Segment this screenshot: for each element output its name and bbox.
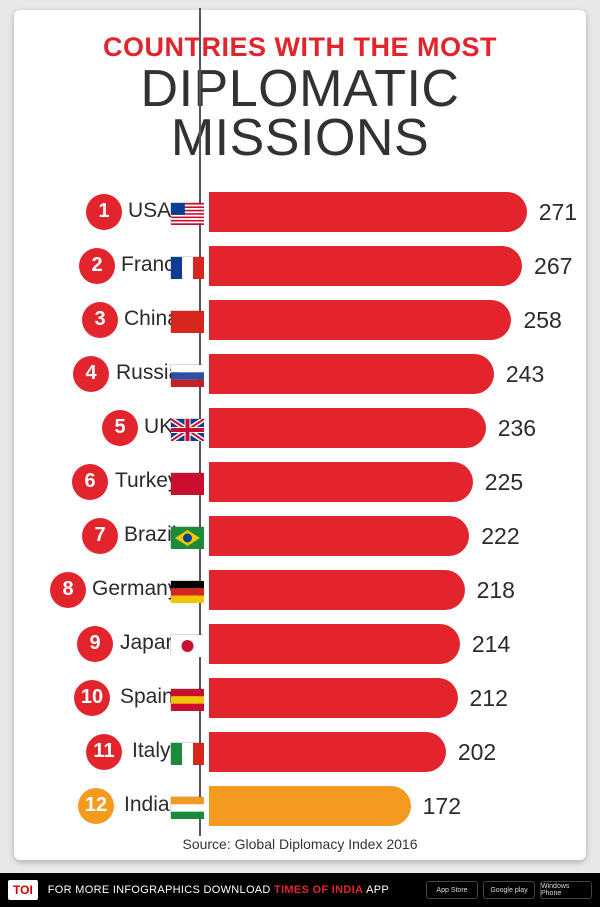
- bar-track: 267: [209, 246, 549, 286]
- title-small: COUNTRIES WITH THE MOST: [14, 32, 586, 63]
- country-label: Brazil: [124, 523, 177, 547]
- flag-icon: [170, 256, 203, 278]
- rank-circle: 4: [73, 356, 109, 392]
- bar-row: 3 China 258: [24, 296, 586, 344]
- bar-value: 218: [477, 577, 515, 604]
- bar: [209, 732, 446, 772]
- bar-value: 236: [498, 415, 536, 442]
- flag-icon: [170, 310, 203, 332]
- country-label: Spain: [120, 685, 174, 709]
- bar-value: 267: [534, 253, 572, 280]
- bar-value: 258: [523, 307, 561, 334]
- flag-icon: [170, 742, 203, 764]
- rank-circle: 8: [50, 572, 86, 608]
- store-badge: Google play: [483, 881, 535, 899]
- source-text: Source: Global Diplomacy Index 2016: [14, 836, 586, 852]
- rank-circle: 6: [72, 464, 108, 500]
- country-label: Germany: [92, 577, 178, 601]
- bar-track: 222: [209, 516, 549, 556]
- bar-row: 11 Italy 202: [24, 728, 586, 776]
- store-badge: Windows Phone: [540, 881, 592, 899]
- bar: [209, 408, 486, 448]
- bar-value: 271: [539, 199, 577, 226]
- bar: [209, 192, 527, 232]
- bar-track: 202: [209, 732, 549, 772]
- bar-row: 2 France 267: [24, 242, 586, 290]
- bar: [209, 462, 473, 502]
- bar-row: 10 Spain 212: [24, 674, 586, 722]
- footer-post: APP: [366, 884, 389, 896]
- country-label: Italy: [132, 739, 171, 763]
- bar-track: 214: [209, 624, 549, 664]
- rank-circle: 7: [82, 518, 118, 554]
- footer-bar: TOI FOR MORE INFOGRAPHICS DOWNLOAD TIMES…: [0, 873, 600, 907]
- rank-circle: 11: [86, 734, 122, 770]
- bar-track: 243: [209, 354, 549, 394]
- bar-track: 212: [209, 678, 549, 718]
- bar-row: 7 Brazil 222: [24, 512, 586, 560]
- bar-track: 218: [209, 570, 549, 610]
- bar: [209, 678, 458, 718]
- country-label: UK: [144, 415, 173, 439]
- flag-icon: [170, 796, 203, 818]
- flag-icon: [170, 364, 203, 386]
- bar-track: 236: [209, 408, 549, 448]
- bar: [209, 570, 465, 610]
- bar-value: 212: [470, 685, 508, 712]
- bar-value: 214: [472, 631, 510, 658]
- bar-track: 271: [209, 192, 549, 232]
- rank-circle: 3: [82, 302, 118, 338]
- footer-highlight: TIMES OF INDIA: [274, 884, 366, 896]
- title-main: DIPLOMATIC MISSIONS: [14, 65, 586, 164]
- rank-circle: 10: [74, 680, 110, 716]
- flag-icon: [170, 688, 203, 710]
- bar-value: 222: [481, 523, 519, 550]
- flag-icon: [170, 418, 203, 440]
- bar-row: 6 Turkey 225: [24, 458, 586, 506]
- bar: [209, 786, 411, 826]
- store-badges: App Store Google play Windows Phone: [426, 881, 600, 899]
- bar: [209, 516, 469, 556]
- country-label: Turkey: [115, 469, 178, 493]
- bar-value: 243: [506, 361, 544, 388]
- bar-value: 172: [423, 793, 461, 820]
- bar-row: 8 Germany 218: [24, 566, 586, 614]
- bar-row: 4 Russia 243: [24, 350, 586, 398]
- flag-icon: [170, 580, 203, 602]
- flag-icon: [170, 472, 203, 494]
- store-badge: App Store: [426, 881, 478, 899]
- bar-track: 258: [209, 300, 549, 340]
- country-label: Japan: [120, 631, 177, 655]
- toi-logo: TOI: [8, 880, 38, 900]
- bar: [209, 354, 494, 394]
- footer-pre: FOR MORE INFOGRAPHICS DOWNLOAD: [48, 884, 274, 896]
- infographic-card: COUNTRIES WITH THE MOST DIPLOMATIC MISSI…: [14, 10, 586, 860]
- flag-icon: [170, 526, 203, 548]
- rank-circle: 5: [102, 410, 138, 446]
- bar-row: 5 UK 236: [24, 404, 586, 452]
- rank-circle: 9: [77, 626, 113, 662]
- bar-chart: 1 USA 271 2 France 267 3 China 258 4 Rus…: [14, 188, 586, 830]
- flag-icon: [170, 202, 203, 224]
- bar-value: 202: [458, 739, 496, 766]
- bar-track: 172: [209, 786, 549, 826]
- bar: [209, 300, 511, 340]
- bar-value: 225: [485, 469, 523, 496]
- bar-row: 12 India 172: [24, 782, 586, 830]
- bar-track: 225: [209, 462, 549, 502]
- country-label: USA: [128, 199, 171, 223]
- bar-row: 1 USA 271: [24, 188, 586, 236]
- bar: [209, 624, 460, 664]
- country-label: India: [124, 793, 170, 817]
- rank-circle: 12: [78, 788, 114, 824]
- rank-circle: 2: [79, 248, 115, 284]
- flag-icon: [170, 634, 203, 656]
- rank-circle: 1: [86, 194, 122, 230]
- bar-row: 9 Japan 214: [24, 620, 586, 668]
- bar: [209, 246, 522, 286]
- footer-text: FOR MORE INFOGRAPHICS DOWNLOAD TIMES OF …: [48, 884, 389, 896]
- title-line2: MISSIONS: [171, 109, 429, 167]
